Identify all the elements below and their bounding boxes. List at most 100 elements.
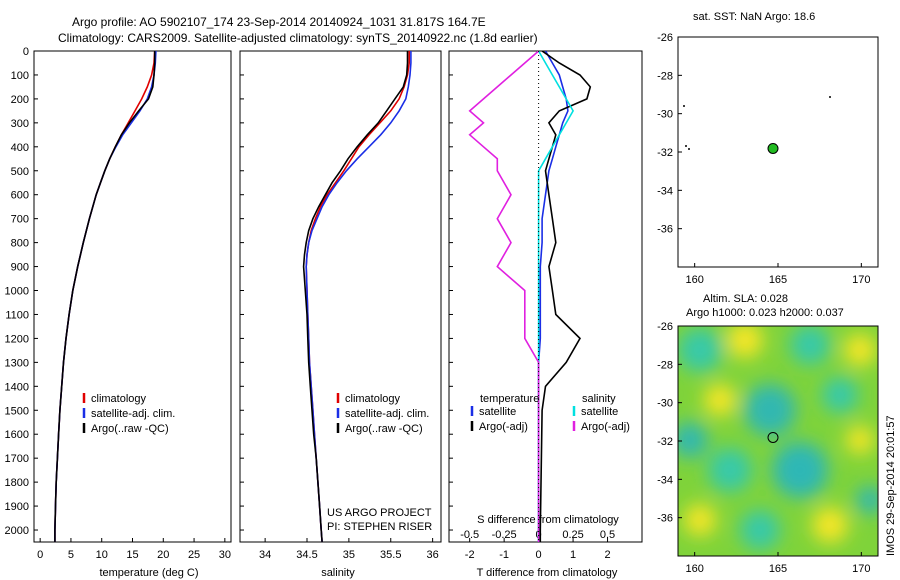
depth-tick-label: 1800 — [5, 477, 29, 489]
depth-tick-label: 1000 — [5, 286, 29, 298]
s-tick-label: -0.5 — [460, 529, 479, 541]
map-y-tick-label: -36 — [657, 224, 673, 236]
x-tick-label: 34 — [259, 549, 271, 561]
map-y-tick-label: -32 — [657, 436, 673, 448]
map-x-tick-label: 160 — [685, 563, 703, 575]
figure-title-line2: Climatology: CARS2009. Satellite-adjuste… — [58, 31, 538, 45]
series-line — [54, 51, 157, 542]
coast-dot — [683, 105, 685, 107]
legend-label: satellite — [479, 406, 516, 418]
s-tick-label: 0.5 — [600, 529, 615, 541]
heatmap-blob — [740, 510, 780, 550]
diff-series-line — [468, 51, 540, 542]
depth-tick-label: 800 — [11, 238, 29, 250]
x-tick-label: 20 — [157, 549, 169, 561]
x-tick-label: 15 — [126, 549, 138, 561]
x-tick-label: 34.5 — [296, 549, 317, 561]
series-line — [302, 51, 409, 542]
depth-tick-label: 200 — [11, 94, 29, 106]
sla-map-title1: Altim. SLA: 0.028 — [703, 293, 788, 305]
x-tick-label: 5 — [68, 549, 74, 561]
legend-label: Argo(-adj) — [581, 421, 630, 433]
heatmap-blob — [856, 486, 878, 514]
map-y-tick-label: -30 — [657, 398, 673, 410]
difference-xlabel: T difference from climatology — [477, 567, 618, 579]
legend-label: Argo(..raw -QC) — [345, 423, 423, 435]
sst-map-frame — [677, 36, 879, 268]
s-tick-label: -0.25 — [492, 529, 517, 541]
depth-tick-label: 1300 — [5, 357, 29, 369]
coast-dot — [829, 96, 831, 98]
heatmap-blob — [822, 377, 858, 413]
legend-label: satellite — [581, 406, 618, 418]
legend-temperature-title: temperature — [480, 393, 539, 405]
depth-tick-label: 1900 — [5, 501, 29, 513]
legend-label: satellite-adj. clim. — [91, 408, 175, 420]
map-x-tick-label: 165 — [769, 274, 787, 286]
map-y-tick-label: -28 — [657, 70, 673, 82]
diff-series-line — [539, 51, 592, 542]
heatmap-blob — [846, 426, 874, 454]
salinity-panel-frame — [239, 50, 442, 543]
depth-tick-label: 300 — [11, 118, 29, 130]
map-y-tick-label: -26 — [657, 32, 673, 44]
heatmap-blob — [708, 448, 752, 492]
series-line — [305, 51, 412, 542]
series-group — [54, 51, 157, 542]
heatmap-blob — [678, 422, 708, 458]
legend-label: satellite-adj. clim. — [345, 408, 429, 420]
depth-tick-label: 1100 — [5, 309, 29, 321]
map-y-tick-label: -32 — [657, 147, 673, 159]
map-x-tick-label: 170 — [852, 563, 870, 575]
depth-tick-label: 0 — [23, 46, 29, 58]
depth-tick-label: 100 — [11, 70, 29, 82]
map-y-tick-label: -30 — [657, 109, 673, 121]
difference-xlabel-top: S difference from climatology — [477, 514, 619, 526]
figure-title-line1: Argo profile: AO 5902107_174 23-Sep-2014… — [72, 15, 486, 29]
s-tick-label: 0.25 — [562, 529, 583, 541]
x-tick-label: 30 — [219, 549, 231, 561]
temperature-panel-frame — [33, 50, 232, 543]
salinity-xlabel: salinity — [321, 567, 355, 579]
heatmap-blob — [727, 326, 763, 358]
temperature-xlabel: temperature (deg C) — [99, 567, 198, 579]
x-tick-label: 1 — [570, 549, 576, 561]
x-tick-label: 2 — [604, 549, 610, 561]
depth-tick-label: 1700 — [5, 453, 29, 465]
map-y-tick-label: -34 — [657, 474, 673, 486]
depth-tick-label: 600 — [11, 190, 29, 202]
argo-float-marker — [767, 431, 779, 443]
argo-float-marker — [767, 142, 779, 154]
heatmap-blob — [772, 442, 828, 498]
heatmap-blob — [704, 384, 736, 416]
credit-line1: US ARGO PROJECT — [327, 507, 432, 519]
heatmap-blob — [684, 504, 716, 536]
x-tick-label: -1 — [499, 549, 509, 561]
map-y-tick-label: -36 — [657, 513, 673, 525]
series-line — [305, 51, 411, 542]
depth-tick-label: 900 — [11, 262, 29, 274]
legend-label: climatology — [345, 393, 401, 405]
map-x-tick-label: 170 — [852, 274, 870, 286]
x-tick-label: 0 — [37, 549, 43, 561]
legend-label: Argo(-adj) — [479, 421, 528, 433]
depth-tick-label: 1400 — [5, 381, 29, 393]
depth-tick-label: 1600 — [5, 429, 29, 441]
heatmap-blob — [790, 326, 830, 365]
legend-label: climatology — [91, 393, 147, 405]
diff-series-line — [537, 51, 575, 542]
sst-map-title: sat. SST: NaN Argo: 18.6 — [693, 11, 815, 23]
x-tick-label: -2 — [465, 549, 475, 561]
heatmap-blob — [744, 384, 796, 436]
x-tick-label: 0 — [536, 549, 542, 561]
x-tick-label: 36 — [427, 549, 439, 561]
credit-line2: PI: STEPHEN RISER — [327, 521, 432, 533]
series-group — [302, 51, 412, 542]
depth-tick-label: 2000 — [5, 525, 29, 537]
map-y-tick-label: -26 — [657, 321, 673, 333]
depth-tick-label: 700 — [11, 214, 29, 226]
map-y-tick-label: -28 — [657, 359, 673, 371]
x-tick-label: 25 — [188, 549, 200, 561]
series-line — [54, 51, 156, 542]
